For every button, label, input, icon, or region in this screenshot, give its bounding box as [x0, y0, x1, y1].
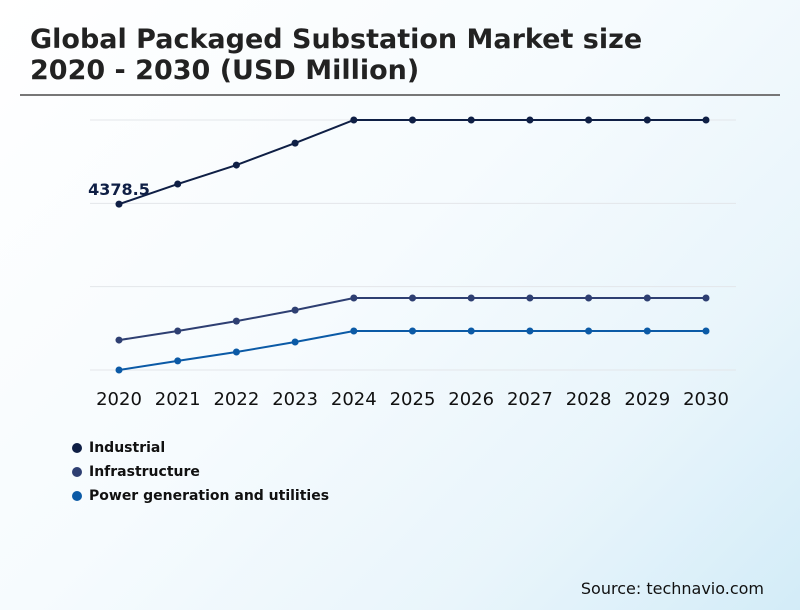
legend-label: Power generation and utilities — [89, 488, 330, 504]
data-point — [174, 357, 182, 365]
legend: Industrial Infrastructure Power generati… — [72, 436, 329, 508]
legend-label: Industrial — [89, 440, 166, 456]
legend-label: Infrastructure — [89, 464, 200, 480]
x-tick-label: 2028 — [566, 389, 612, 410]
x-tick-label: 2022 — [213, 389, 259, 410]
x-tick-label: 2021 — [155, 389, 201, 410]
data-point — [174, 180, 182, 188]
series-line-2 — [118, 329, 706, 371]
data-point — [702, 327, 710, 335]
data-point — [526, 327, 534, 335]
x-tick-label: 2024 — [331, 389, 377, 410]
data-point — [467, 116, 475, 124]
data-point — [115, 336, 123, 344]
data-point — [585, 116, 593, 124]
legend-marker-icon — [72, 443, 82, 453]
data-point — [350, 327, 358, 335]
legend-item-power: Power generation and utilities — [72, 484, 329, 508]
x-tick-label: 2030 — [683, 389, 729, 410]
title-line-1: Global Packaged Substation Market size — [30, 24, 643, 55]
x-tick-label: 2025 — [390, 389, 436, 410]
data-label: 4378.5 — [88, 180, 150, 199]
data-point — [585, 327, 593, 335]
data-point — [409, 116, 416, 124]
data-point — [526, 294, 534, 302]
data-point — [409, 294, 416, 302]
x-tick-label: 2020 — [96, 389, 142, 410]
x-tick-label: 2026 — [448, 389, 494, 410]
chart-title: Global Packaged Substation Market size 2… — [30, 24, 642, 86]
series-line-0 — [118, 119, 706, 206]
data-point — [643, 294, 651, 302]
data-point — [585, 294, 593, 302]
x-tick-label: 2023 — [272, 389, 318, 410]
x-tick-label: 2029 — [624, 389, 670, 410]
data-point — [174, 327, 182, 335]
data-point — [232, 161, 240, 169]
legend-marker-icon — [72, 467, 82, 477]
data-point — [702, 294, 710, 302]
data-point — [291, 139, 299, 147]
data-point — [232, 348, 240, 356]
data-point — [702, 116, 710, 124]
data-point — [291, 338, 299, 346]
title-divider — [20, 94, 780, 96]
data-point — [350, 294, 358, 302]
source-note: Source: technavio.com — [580, 579, 764, 598]
data-point — [350, 116, 358, 124]
legend-item-industrial: Industrial — [72, 436, 329, 460]
data-point — [643, 327, 651, 335]
data-point — [467, 294, 475, 302]
legend-marker-icon — [72, 491, 82, 501]
data-point — [291, 306, 299, 314]
data-point — [115, 366, 123, 374]
data-point — [409, 327, 416, 335]
legend-item-infrastructure: Infrastructure — [72, 460, 329, 484]
data-point — [467, 327, 475, 335]
title-line-2: 2020 - 2030 (USD Million) — [30, 55, 420, 86]
data-point — [232, 317, 240, 325]
data-point — [643, 116, 651, 124]
data-point — [526, 116, 534, 124]
x-tick-label: 2027 — [507, 389, 553, 410]
data-point — [115, 200, 123, 208]
